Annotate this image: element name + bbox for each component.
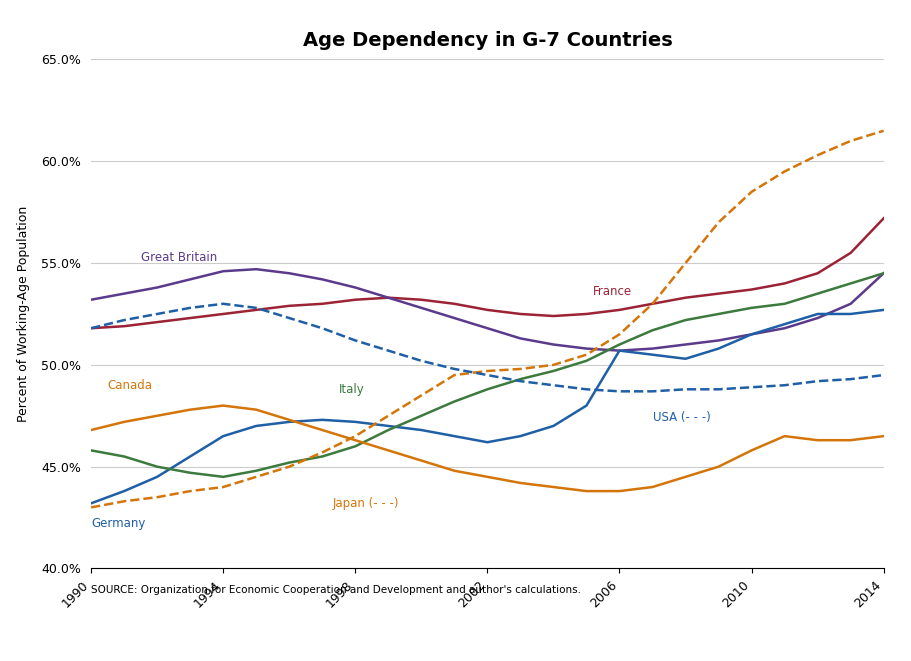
Text: Great Britain: Great Britain [140, 251, 217, 264]
Text: Canada: Canada [107, 379, 153, 392]
Y-axis label: Percent of Working-Age Population: Percent of Working-Age Population [17, 206, 30, 422]
Text: SOURCE: Organization for Economic Cooperation and Development and author's calcu: SOURCE: Organization for Economic Cooper… [91, 585, 581, 595]
Text: Germany: Germany [91, 517, 146, 530]
Text: USA (- - -): USA (- - -) [652, 411, 711, 424]
Text: St. Louis: St. Louis [232, 630, 298, 642]
Text: Federal Reserve Bank: Federal Reserve Bank [18, 630, 176, 642]
Text: Italy: Italy [339, 383, 364, 396]
Text: France: France [593, 285, 632, 298]
Text: of: of [205, 630, 220, 642]
Title: Age Dependency in G-7 Countries: Age Dependency in G-7 Countries [302, 30, 672, 50]
Text: Japan (- - -): Japan (- - -) [333, 497, 399, 510]
